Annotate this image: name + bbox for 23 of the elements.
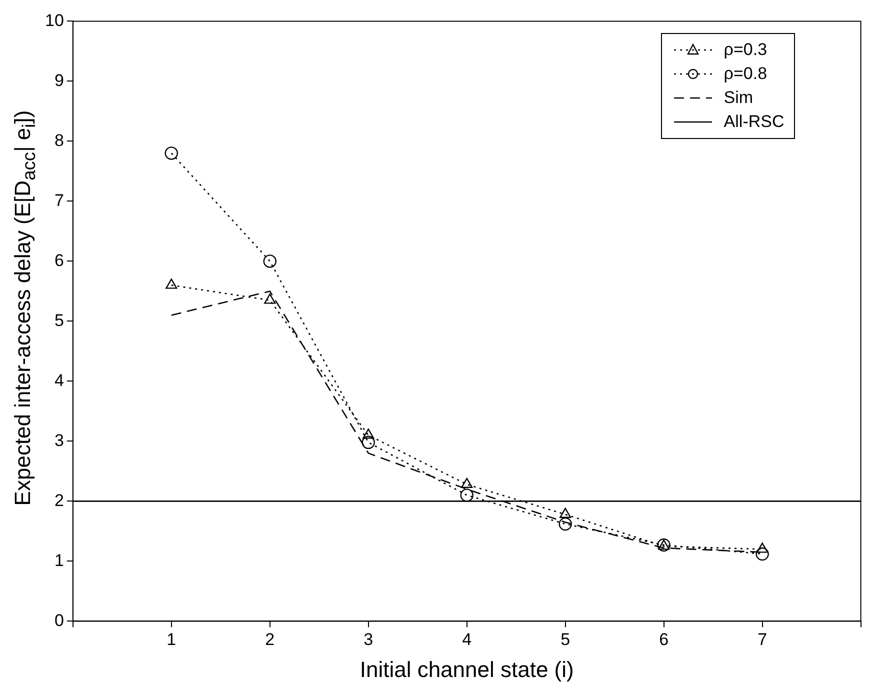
x-tick-label: 1 xyxy=(166,630,176,650)
y-tick-label: 1 xyxy=(54,550,64,570)
legend-label: All-RSC xyxy=(724,112,784,132)
x-tick-label: 2 xyxy=(265,630,275,650)
x-tick-label: 5 xyxy=(560,630,570,650)
y-tick-label: 5 xyxy=(54,310,64,330)
legend-label: Sim xyxy=(724,88,754,108)
x-tick-label: 3 xyxy=(364,630,374,650)
y-tick-label: 2 xyxy=(54,490,64,510)
y-tick-label: 9 xyxy=(54,70,64,90)
legend-label: ρ=0.3 xyxy=(724,40,768,60)
y-tick-label: 3 xyxy=(54,430,64,450)
y-tick-label: 0 xyxy=(54,610,64,630)
x-tick-label: 7 xyxy=(758,630,768,650)
y-tick-label: 10 xyxy=(44,10,64,30)
x-tick-label: 6 xyxy=(659,630,669,650)
y-tick-label: 4 xyxy=(54,370,64,390)
y-tick-label: 7 xyxy=(54,190,64,210)
y-tick-label: 6 xyxy=(54,250,64,270)
x-tick-label: 4 xyxy=(462,630,472,650)
y-tick-label: 8 xyxy=(54,130,64,150)
x-axis-title: Initial channel state (i) xyxy=(360,656,574,682)
legend-label: ρ=0.8 xyxy=(724,64,768,84)
